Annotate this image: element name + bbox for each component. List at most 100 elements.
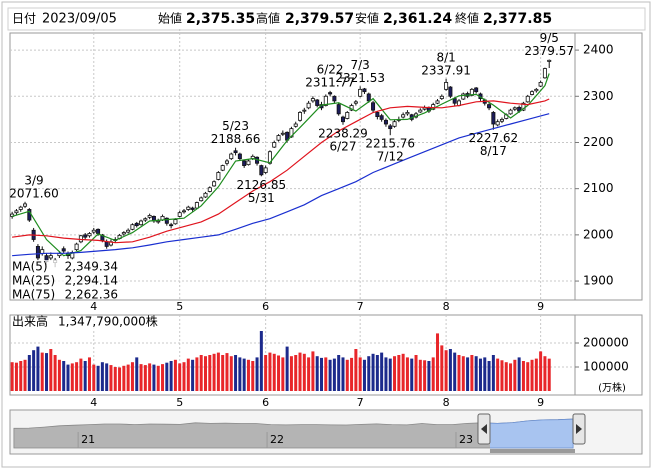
volume-bar xyxy=(474,356,478,391)
volume-title: 出来高 xyxy=(12,314,48,329)
header-value: 2,377.85 xyxy=(483,11,552,27)
header-value: 2,361.24 xyxy=(383,11,452,27)
candle-body xyxy=(203,192,208,198)
candle-body xyxy=(521,102,526,111)
y-tick-label: 200000 xyxy=(583,336,629,350)
candle-body xyxy=(237,153,242,160)
candle-body xyxy=(431,104,436,110)
candle-body xyxy=(474,87,479,93)
candle-body xyxy=(452,98,457,104)
volume-bar xyxy=(521,361,525,391)
volume-bar xyxy=(57,359,61,391)
volume-bar xyxy=(49,349,53,391)
candle-body xyxy=(169,224,174,227)
volume-bar xyxy=(75,362,79,391)
volume-bar xyxy=(354,349,358,391)
volume-bar xyxy=(96,365,100,391)
volume-bar xyxy=(436,333,440,391)
candle-body xyxy=(173,219,178,225)
candle-body xyxy=(358,88,363,97)
volume-bar xyxy=(225,353,229,391)
volume-bar xyxy=(281,357,285,391)
candle-body xyxy=(194,202,199,209)
y-tick-label: 2100 xyxy=(583,181,614,195)
navigator-handle[interactable] xyxy=(572,413,586,445)
y-tick-label: 100000 xyxy=(583,360,629,374)
candle-body xyxy=(61,248,66,252)
volume-bar xyxy=(113,367,117,391)
candle-body xyxy=(542,68,547,79)
candle-body xyxy=(336,104,341,115)
legend-value: 2,349.34 xyxy=(65,260,118,274)
annotation-value: 2126.85 xyxy=(237,178,287,192)
candle-body xyxy=(130,224,135,230)
candle-body xyxy=(212,181,217,187)
volume-bar xyxy=(234,355,238,391)
candle-body xyxy=(491,112,496,125)
x-tick-label: 5 xyxy=(176,396,183,409)
ma-line xyxy=(12,113,550,257)
candle-body xyxy=(35,246,40,259)
x-tick-label: 7 xyxy=(357,300,364,313)
volume-bar xyxy=(182,362,186,391)
volume-bar xyxy=(294,355,298,391)
volume-bar xyxy=(45,353,49,391)
annotation-value: 2379.57 xyxy=(524,44,574,58)
navigator-handle[interactable] xyxy=(477,413,491,445)
volume-bar xyxy=(478,358,482,391)
volume-bar xyxy=(195,357,199,391)
volume-title-box xyxy=(11,316,161,329)
volume-latest: 1,347,790,000株 xyxy=(58,314,158,329)
candle-body xyxy=(126,229,131,233)
candle-body xyxy=(332,95,337,102)
candle-body xyxy=(96,228,101,234)
navigator-tick-label: 23 xyxy=(459,433,473,446)
volume-bar xyxy=(367,356,371,391)
volume-bar xyxy=(148,363,152,391)
volume-bar xyxy=(118,367,122,391)
candle-body xyxy=(177,212,182,217)
header-label: 始値 xyxy=(158,11,182,26)
candle-body xyxy=(328,92,333,95)
candle-body xyxy=(388,125,393,130)
candle-body xyxy=(139,220,144,226)
candle-body xyxy=(199,197,204,202)
candle-body xyxy=(379,115,384,120)
volume-bar xyxy=(92,364,96,391)
navigator-tick-label: 21 xyxy=(81,433,95,446)
volume-bar xyxy=(401,353,405,391)
volume-bar xyxy=(62,361,66,391)
volume-bar xyxy=(70,363,74,391)
header-box xyxy=(7,7,646,31)
header-value: 2,375.35 xyxy=(186,11,255,27)
candle-body xyxy=(104,241,109,247)
volume-bar xyxy=(483,357,487,391)
volume-bar xyxy=(543,356,547,391)
annotation-value: 2321.53 xyxy=(335,71,385,85)
legend-name: MA(5) xyxy=(12,260,48,274)
volume-bar xyxy=(320,357,324,391)
volume-bar xyxy=(259,331,263,391)
volume-bar xyxy=(375,355,379,391)
volume-bar xyxy=(453,352,457,391)
x-tick-label: 9 xyxy=(537,300,544,313)
volume-bar xyxy=(242,358,246,391)
candle-body xyxy=(461,93,466,100)
candle-body xyxy=(224,160,229,164)
volume-bar xyxy=(397,355,401,391)
volume-bar xyxy=(126,364,130,391)
volume-bar xyxy=(358,357,362,391)
candle-body xyxy=(448,86,453,97)
candle-body xyxy=(246,160,251,166)
candle-body xyxy=(495,121,500,126)
navigator-scrollbar xyxy=(489,449,575,453)
x-tick-label: 7 xyxy=(357,396,364,409)
candle-body xyxy=(134,222,139,227)
candle-body xyxy=(121,232,126,235)
volume-bar xyxy=(444,350,448,391)
volume-bar xyxy=(221,355,225,391)
annotation-value: 2188.66 xyxy=(211,132,261,146)
volume-bar xyxy=(122,365,126,391)
volume-bar xyxy=(414,355,418,391)
candle-body xyxy=(216,172,221,180)
